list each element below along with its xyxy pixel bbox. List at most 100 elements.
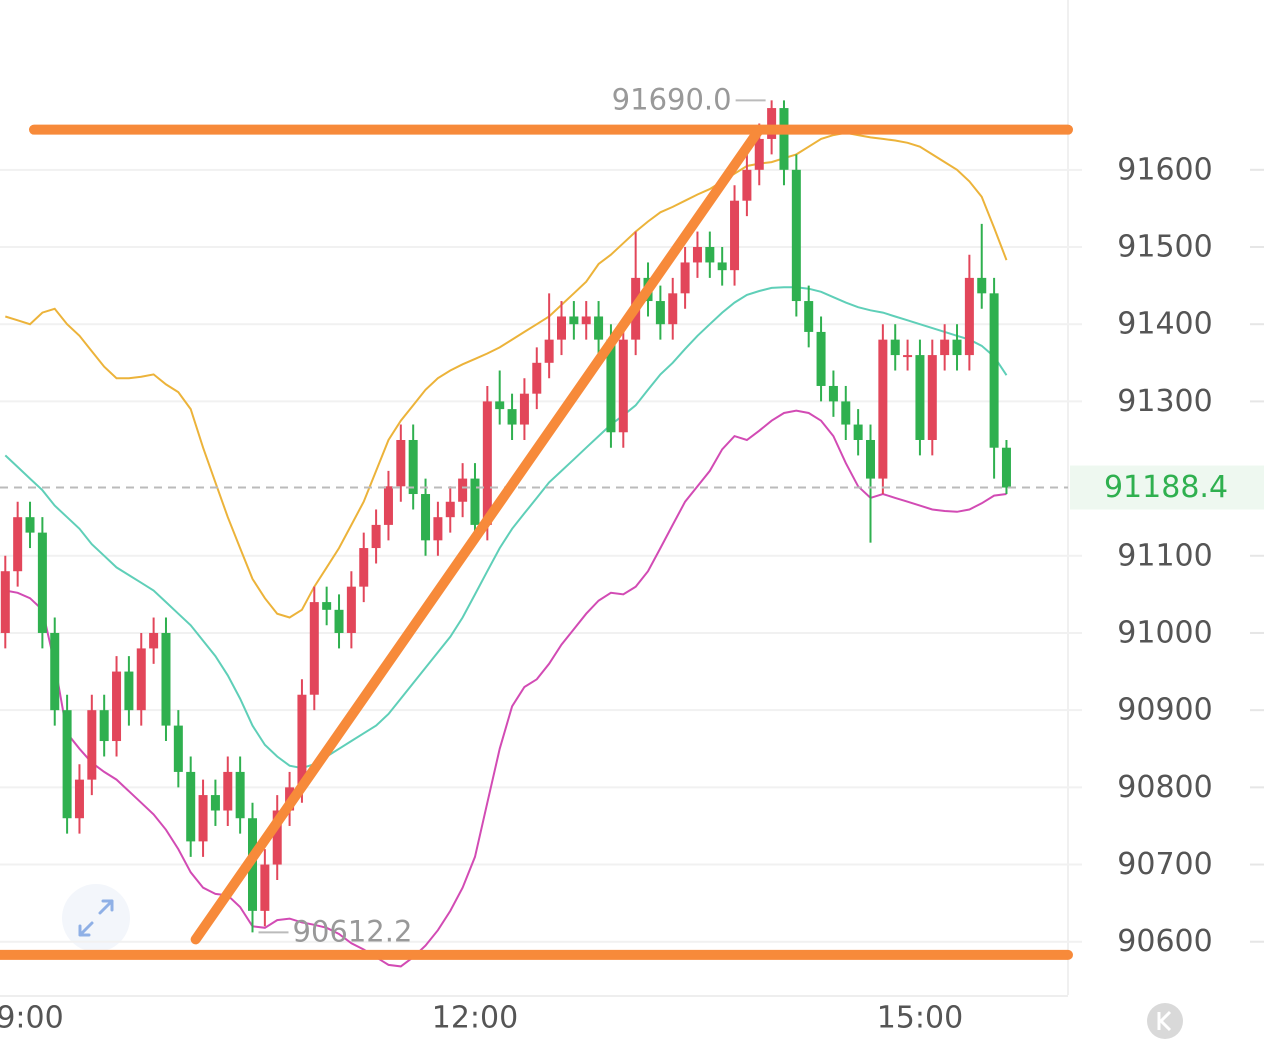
kline-button-bg[interactable] [1147,1003,1183,1039]
candle-body [680,262,690,294]
candle-body [1001,447,1011,488]
candle-body [50,632,60,711]
candle-body [779,108,789,170]
candle-body [322,602,332,610]
candle-body [359,548,369,587]
candle-body [223,771,233,811]
candle-body [371,524,381,549]
candle-body [309,602,319,695]
candle-body [692,247,702,263]
candle-body [112,671,122,742]
drawn-trendline [190,124,765,945]
candle-body [507,409,517,425]
candle-body [618,339,628,433]
candle-body [495,401,505,410]
last-price-label: 91188.4 [1104,470,1228,505]
candle-body [260,864,270,911]
candle-body [37,532,47,633]
candle-body [730,200,740,271]
candle-body [396,439,406,487]
candle-body [705,247,715,263]
candle-body [62,710,72,819]
x-tick-label: 12:00 [432,1001,518,1036]
candle-body [940,339,950,356]
candle-body [915,355,925,440]
y-tick-label: 90800 [1117,770,1212,805]
kline-button-icon[interactable] [1157,1010,1172,1032]
candle-body [149,632,159,649]
candle-body [594,316,604,340]
candle-body [828,385,838,402]
y-tick-label: 91300 [1117,384,1212,419]
y-tick-label: 91400 [1117,307,1212,342]
low-annotation: 90612.2 [293,914,413,948]
candle-body [952,339,962,356]
candle-body [482,401,492,525]
candle-body [878,339,888,479]
candle-body [532,362,542,394]
candle-body [470,478,480,525]
candle-body [13,517,23,572]
y-tick-label: 91100 [1117,538,1212,573]
high-annotation: 91690.0 [612,82,732,116]
candle-body [136,648,146,711]
candle-body [890,339,900,356]
candle-body [421,494,431,541]
candle-body [581,316,591,325]
candle-body [383,486,393,525]
last-price-bg [1070,465,1264,510]
candle-body [519,393,529,425]
candle-body [977,277,987,294]
candle-body [433,517,443,541]
candle-body [297,694,307,788]
x-tick-label: 15:00 [877,1001,963,1036]
kline-button[interactable] [1147,1003,1183,1039]
candle-body [655,301,665,325]
candle-body [161,632,171,726]
candle-body [210,795,220,811]
band-line [5,409,1007,968]
candle-body [569,316,579,325]
candle-body [272,810,282,865]
y-tick-label: 91000 [1117,615,1212,650]
candle-body [186,771,196,842]
candle-body [87,710,97,780]
candle-body [346,586,356,633]
x-tick-label: 9:00 [0,1001,64,1036]
expand-arrows[interactable] [78,899,114,937]
candle-body [235,771,245,819]
y-tick-label: 90700 [1117,847,1212,882]
candle-body [754,138,764,170]
candle-body [989,293,999,448]
candle-body [557,316,566,340]
candle-body [866,439,875,479]
candle-body [668,293,678,325]
candle-body [198,795,208,842]
candle-body [841,401,851,425]
candle-body [791,169,801,302]
expand-icon[interactable] [62,884,130,952]
candle-body [606,339,616,433]
candle-body [99,710,109,742]
candle-body [124,671,134,711]
candle-body [445,501,455,518]
candle-body [964,277,974,356]
y-tick-label: 90600 [1117,924,1212,959]
y-tick-label: 90900 [1117,693,1212,728]
candle-body [458,478,468,502]
candle-body [408,439,418,495]
candle-body [717,262,727,271]
candle-body [742,169,752,201]
candle-body [816,331,826,386]
candle-body [767,108,777,139]
candle-body [74,779,84,819]
candle-body [0,571,10,633]
candle-body [927,355,937,440]
candle-body [173,725,183,772]
candle-body [853,424,863,440]
candle-body [25,517,35,533]
candle-body [804,301,814,332]
y-tick-label: 91500 [1117,230,1212,265]
